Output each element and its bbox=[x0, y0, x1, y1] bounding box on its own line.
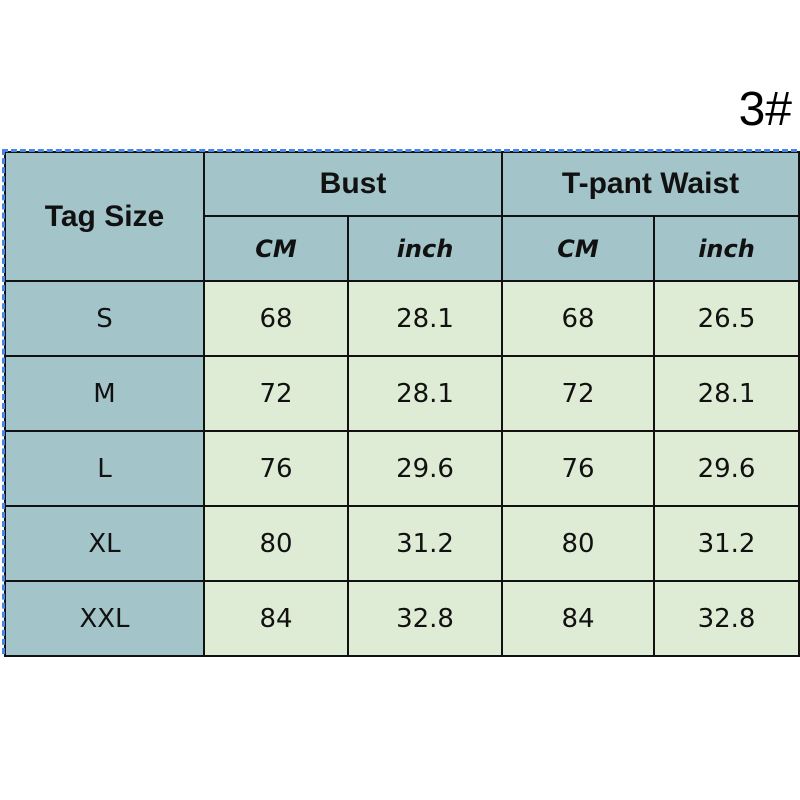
cell-size: XXL bbox=[4, 580, 205, 657]
header-waist: T-pant Waist bbox=[501, 151, 800, 217]
header-bust-cm: CM bbox=[203, 215, 349, 282]
header-bust-inch: inch bbox=[346, 215, 504, 282]
cell-size: L bbox=[4, 430, 205, 507]
cell-waist-cm: 84 bbox=[501, 580, 656, 657]
chart-number: 3# bbox=[738, 83, 792, 136]
cell-bust-in: 31.2 bbox=[346, 505, 504, 582]
header-bust: Bust bbox=[202, 151, 504, 217]
cell-waist-cm: 80 bbox=[501, 505, 656, 582]
cell-bust-cm: 72 bbox=[203, 355, 349, 432]
header-waist-inch: inch bbox=[653, 215, 800, 282]
cell-waist-cm: 68 bbox=[501, 280, 656, 357]
cell-bust-cm: 68 bbox=[203, 280, 349, 357]
cell-waist-in: 26.5 bbox=[653, 280, 800, 357]
cell-bust-cm: 84 bbox=[203, 580, 349, 657]
table-row: S 68 28.1 68 26.5 bbox=[4, 280, 800, 357]
cell-waist-cm: 76 bbox=[501, 430, 656, 507]
cell-waist-in: 32.8 bbox=[653, 580, 800, 657]
cell-bust-cm: 80 bbox=[203, 505, 349, 582]
table-row: XL 80 31.2 80 31.2 bbox=[4, 505, 800, 582]
cell-bust-in: 28.1 bbox=[346, 280, 504, 357]
cell-waist-cm: 72 bbox=[501, 355, 656, 432]
cell-bust-cm: 76 bbox=[203, 430, 349, 507]
cell-size: XL bbox=[4, 505, 205, 582]
cell-waist-in: 28.1 bbox=[653, 355, 800, 432]
header-waist-cm: CM bbox=[501, 215, 656, 282]
cell-waist-in: 29.6 bbox=[653, 430, 800, 507]
table-row: XXL 84 32.8 84 32.8 bbox=[4, 580, 800, 657]
header-tag-size: Tag Size bbox=[4, 151, 205, 282]
cell-size: S bbox=[4, 280, 205, 357]
cell-size: M bbox=[4, 355, 205, 432]
cell-bust-in: 28.1 bbox=[346, 355, 504, 432]
size-chart-table: Tag Size Bust T-pant Waist CM inch CM in… bbox=[4, 151, 800, 657]
table-row: L 76 29.6 76 29.6 bbox=[4, 430, 800, 507]
table-row: M 72 28.1 72 28.1 bbox=[4, 355, 800, 432]
cell-waist-in: 31.2 bbox=[653, 505, 800, 582]
cell-bust-in: 32.8 bbox=[346, 580, 504, 657]
cell-bust-in: 29.6 bbox=[346, 430, 504, 507]
